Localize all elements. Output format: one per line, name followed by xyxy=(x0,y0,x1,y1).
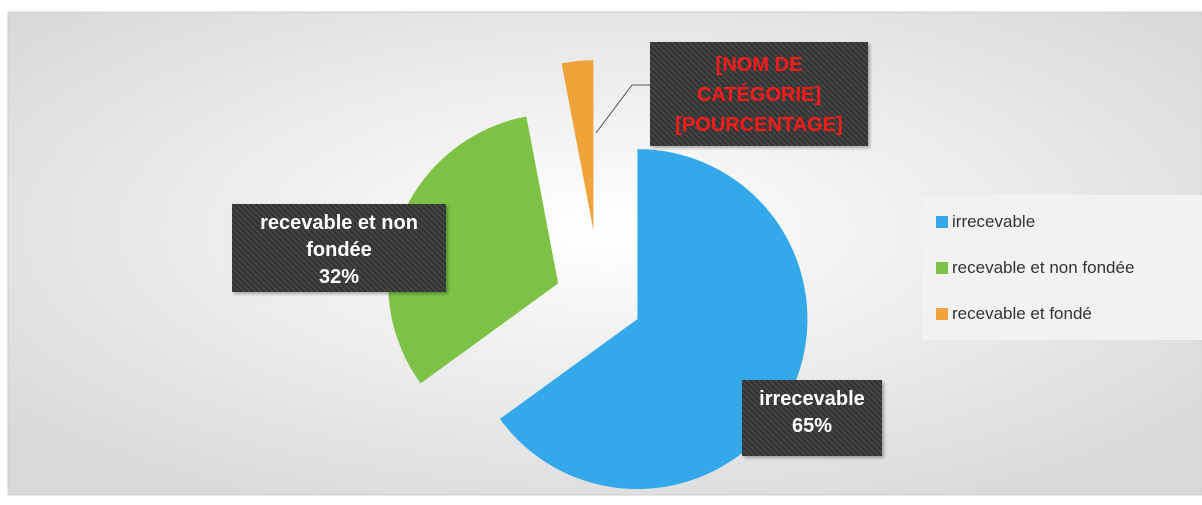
legend-background xyxy=(922,195,1202,340)
data-label-category: irrecevable xyxy=(759,388,865,410)
legend-label: recevable et non fondée xyxy=(952,258,1135,277)
data-label-value: 65% xyxy=(791,415,833,437)
data-label: irrecevable 65% xyxy=(742,380,882,456)
legend-item: irrecevable xyxy=(936,212,1035,232)
legend-swatch xyxy=(936,308,948,320)
pie-slice xyxy=(388,116,559,384)
data-label: recevable et non fondée 32% xyxy=(232,204,446,292)
data-label-placeholder: [NOM DE CATÉGORIE] [POURCENTAGE] xyxy=(650,42,868,146)
legend-label: irrecevable xyxy=(952,212,1036,231)
legend-swatch xyxy=(936,216,948,228)
legend-swatch xyxy=(936,262,948,274)
legend-item: recevable et fondé xyxy=(936,304,1092,324)
legend-label: recevable et fondé xyxy=(952,304,1092,323)
pie-slice xyxy=(561,60,594,231)
data-label-category: recevable et non fondée xyxy=(260,212,418,261)
legend-item: recevable et non fondée xyxy=(936,258,1134,278)
pie-slice xyxy=(499,149,808,490)
leader-line xyxy=(595,84,650,134)
data-label-value: 32% xyxy=(318,266,360,288)
